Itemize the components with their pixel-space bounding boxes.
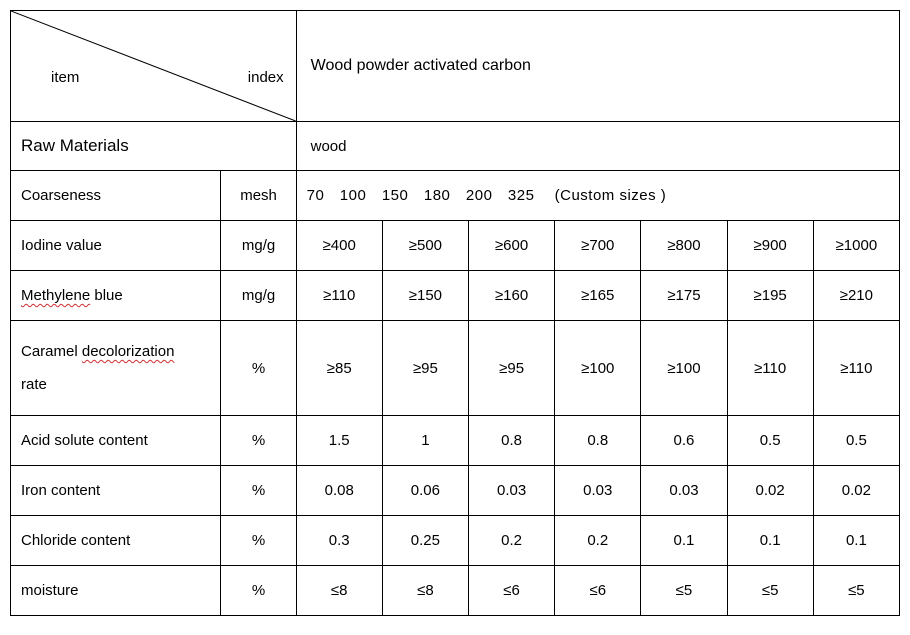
- cell: 0.25: [382, 516, 468, 566]
- row-unit: %: [221, 416, 296, 466]
- cell: ≥85: [296, 321, 382, 416]
- cell: 1: [382, 416, 468, 466]
- row-label: Chloride content: [11, 516, 221, 566]
- coarseness-unit: mesh: [221, 171, 296, 221]
- cell: ≤5: [813, 566, 899, 616]
- cell: 0.03: [469, 466, 555, 516]
- cell: ≥95: [469, 321, 555, 416]
- row-label: Acid solute content: [11, 416, 221, 466]
- cell: ≥900: [727, 221, 813, 271]
- table-row: Methylene blue mg/g ≥110 ≥150 ≥160 ≥165 …: [11, 271, 900, 321]
- row-unit: %: [221, 466, 296, 516]
- cell: ≥160: [469, 271, 555, 321]
- header-title: Wood powder activated carbon: [296, 11, 899, 122]
- cell: ≥110: [296, 271, 382, 321]
- row-label: Iodine value: [11, 221, 221, 271]
- cell: ≥1000: [813, 221, 899, 271]
- cell: 0.5: [727, 416, 813, 466]
- cell: ≥100: [641, 321, 727, 416]
- cell: ≥600: [469, 221, 555, 271]
- cell: ≥700: [555, 221, 641, 271]
- row-unit: mg/g: [221, 221, 296, 271]
- diagonal-line-icon: [11, 11, 296, 121]
- cell: 0.1: [641, 516, 727, 566]
- cell: ≤8: [382, 566, 468, 616]
- row-unit: mg/g: [221, 271, 296, 321]
- cell: ≥100: [555, 321, 641, 416]
- row-label: moisture: [11, 566, 221, 616]
- cell: ≤5: [727, 566, 813, 616]
- cell: ≥800: [641, 221, 727, 271]
- header-row: item index Wood powder activated carbon: [11, 11, 900, 122]
- row-label-text: Caramel: [21, 343, 82, 360]
- coarseness-row: Coarseness mesh 70 100 150 180 200 325 (…: [11, 171, 900, 221]
- cell: 0.03: [641, 466, 727, 516]
- cell: ≤5: [641, 566, 727, 616]
- cell: 0.8: [555, 416, 641, 466]
- table-row: Acid solute content % 1.5 1 0.8 0.8 0.6 …: [11, 416, 900, 466]
- raw-materials-label: Raw Materials: [11, 122, 297, 171]
- row-label-line2: rate: [21, 376, 47, 393]
- cell: 0.1: [813, 516, 899, 566]
- cell: 0.2: [555, 516, 641, 566]
- row-unit: %: [221, 516, 296, 566]
- cell: ≥400: [296, 221, 382, 271]
- header-index-label: index: [248, 69, 284, 86]
- cell: ≤6: [555, 566, 641, 616]
- spec-table: item index Wood powder activated carbon …: [10, 10, 900, 616]
- cell: ≥500: [382, 221, 468, 271]
- row-label: Iron content: [11, 466, 221, 516]
- raw-materials-row: Raw Materials wood: [11, 122, 900, 171]
- cell: ≥110: [727, 321, 813, 416]
- cell: ≤6: [469, 566, 555, 616]
- cell: ≥150: [382, 271, 468, 321]
- header-diagonal-cell: item index: [11, 11, 297, 122]
- cell: ≥210: [813, 271, 899, 321]
- cell: ≥95: [382, 321, 468, 416]
- cell: 0.1: [727, 516, 813, 566]
- cell: 0.2: [469, 516, 555, 566]
- table-row: Chloride content % 0.3 0.25 0.2 0.2 0.1 …: [11, 516, 900, 566]
- table-row: Iron content % 0.08 0.06 0.03 0.03 0.03 …: [11, 466, 900, 516]
- cell: ≥165: [555, 271, 641, 321]
- cell: 0.03: [555, 466, 641, 516]
- row-label-tail: blue: [90, 287, 123, 304]
- row-label: Caramel decolorization rate: [11, 321, 221, 416]
- coarseness-label: Coarseness: [11, 171, 221, 221]
- row-unit: %: [221, 566, 296, 616]
- row-label: Methylene blue: [11, 271, 221, 321]
- cell: 0.5: [813, 416, 899, 466]
- cell: ≥195: [727, 271, 813, 321]
- table-row: Iodine value mg/g ≥400 ≥500 ≥600 ≥700 ≥8…: [11, 221, 900, 271]
- cell: 0.02: [727, 466, 813, 516]
- cell: 0.3: [296, 516, 382, 566]
- row-label-wavy: decolorization: [82, 343, 175, 360]
- row-label-wavy: Methylene: [21, 287, 90, 304]
- cell: 0.02: [813, 466, 899, 516]
- cell: 0.8: [469, 416, 555, 466]
- row-label-text: Iodine value: [21, 237, 102, 254]
- cell: ≤8: [296, 566, 382, 616]
- table-row: moisture % ≤8 ≤8 ≤6 ≤6 ≤5 ≤5 ≤5: [11, 566, 900, 616]
- header-item-label: item: [51, 69, 79, 86]
- cell: 0.06: [382, 466, 468, 516]
- cell: 0.6: [641, 416, 727, 466]
- cell: ≥175: [641, 271, 727, 321]
- coarseness-values: 70 100 150 180 200 325 (Custom sizes ): [296, 171, 899, 221]
- cell: 1.5: [296, 416, 382, 466]
- table-row: Caramel decolorization rate % ≥85 ≥95 ≥95…: [11, 321, 900, 416]
- raw-materials-value: wood: [296, 122, 899, 171]
- cell: 0.08: [296, 466, 382, 516]
- row-unit: %: [221, 321, 296, 416]
- cell: ≥110: [813, 321, 899, 416]
